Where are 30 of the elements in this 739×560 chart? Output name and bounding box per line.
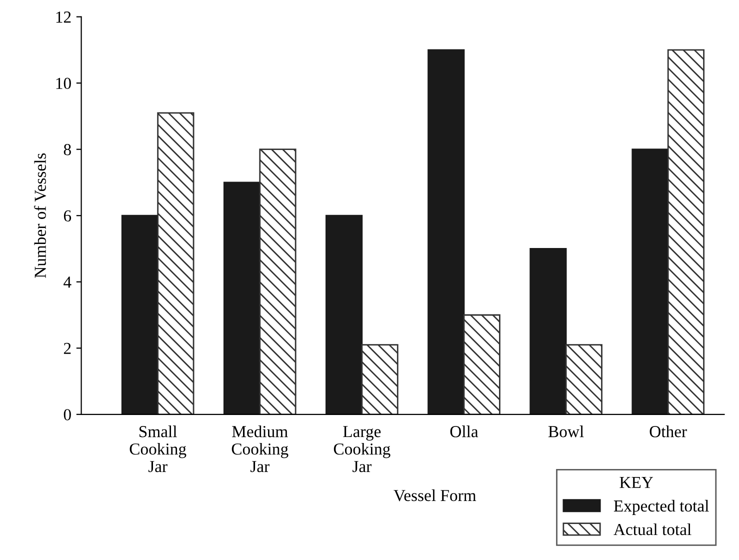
x-tick-label: Medium Cooking Jar — [232, 426, 288, 472]
y-tick-label: 12 — [56, 12, 71, 23]
y-tick-label: 8 — [64, 144, 71, 156]
x-tick-label: Olla — [450, 426, 478, 438]
bar — [565, 344, 602, 414]
x-tick-label: Small Cooking Jar — [130, 426, 186, 472]
y-tick-label: 0 — [64, 409, 71, 420]
y-axis-title: Number of Vessels — [34, 153, 46, 278]
y-tick-label: 6 — [64, 210, 72, 222]
y-tick-label: 4 — [64, 276, 72, 288]
bar — [361, 344, 398, 414]
x-tick-label: Other — [650, 426, 687, 438]
bar — [326, 214, 363, 414]
x-tick-label: Bowl — [548, 426, 584, 438]
bar — [259, 148, 296, 414]
bar — [530, 248, 567, 414]
legend-title: KEY — [620, 476, 654, 488]
bar — [632, 148, 669, 414]
bar — [667, 49, 705, 414]
y-tick-label: 10 — [56, 78, 71, 90]
bar — [463, 314, 500, 414]
bar — [121, 214, 159, 414]
legend-label: Expected total — [614, 500, 709, 516]
bar — [157, 112, 194, 414]
y-tick-label: 2 — [64, 342, 71, 354]
bar — [428, 49, 465, 414]
legend-label: Actual total — [614, 523, 692, 536]
x-tick-label: Large Cooking Jar — [334, 426, 390, 472]
bar — [223, 182, 261, 414]
x-axis-title: Vessel Form — [394, 489, 476, 502]
